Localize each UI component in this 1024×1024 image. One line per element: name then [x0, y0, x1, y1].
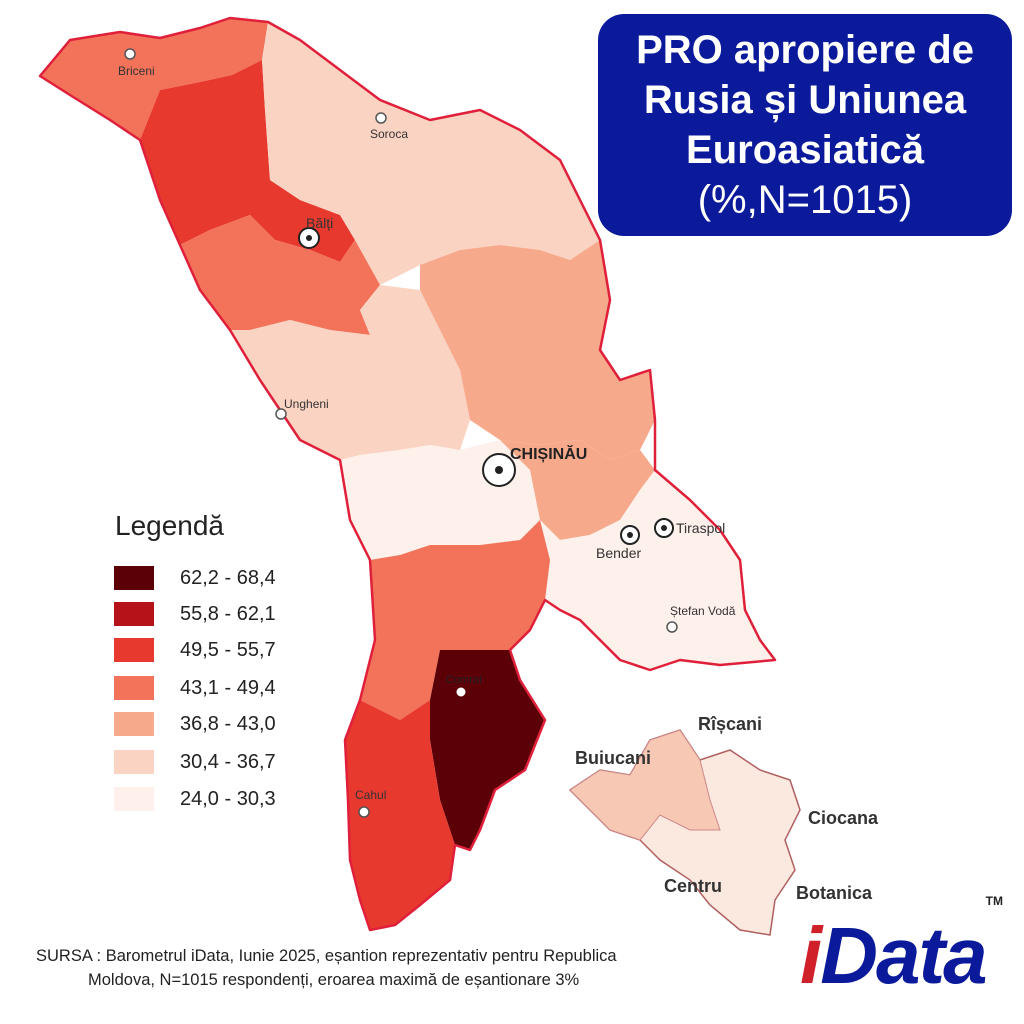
legend-item: 24,0 - 30,3: [114, 786, 276, 812]
sector-label-ciocana: Ciocana: [808, 808, 879, 828]
legend-label: 55,8 - 62,1: [180, 602, 276, 625]
title-box: PRO apropiere de Rusia și Uniunea Euroas…: [598, 14, 1012, 236]
city-marker-comrat: [456, 687, 466, 697]
legend-swatch: [114, 602, 154, 626]
region-anenii-noi[interactable]: [500, 440, 655, 540]
legend-swatch: [114, 638, 154, 662]
logo-tm: TM: [985, 894, 1003, 909]
logo-i: i: [800, 911, 822, 1000]
legend-item: 36,8 - 43,0: [114, 711, 276, 737]
city-label-ungheni: Ungheni: [284, 397, 329, 411]
legend-swatch: [114, 676, 154, 700]
source-line-1: SURSA : Barometrul iData, Iunie 2025, eș…: [36, 947, 617, 965]
city-label-comrat: Comrat: [446, 674, 482, 686]
legend-item: 55,8 - 62,1: [114, 601, 276, 627]
logo-data: Data: [820, 911, 987, 1000]
legend-label: 36,8 - 43,0: [180, 712, 276, 735]
region-south-central[interactable]: [360, 520, 550, 720]
inset-buiucani: [569, 729, 721, 841]
source-note: SURSA : Barometrul iData, Iunie 2025, eș…: [36, 944, 756, 992]
region-soroca[interactable]: [262, 22, 600, 285]
city-marker-chisinau: [482, 453, 516, 487]
city-label-stefan-voda: Ștefan Vodă: [670, 604, 736, 618]
city-label-soroca: Soroca: [370, 127, 408, 141]
sector-label-centru: Centru: [664, 876, 722, 896]
region-central-north[interactable]: [180, 215, 380, 335]
region-north-red[interactable]: [140, 60, 355, 262]
legend-title: Legendă: [115, 510, 225, 541]
city-label-briceni: Briceni: [118, 64, 155, 78]
title-line-1: PRO apropiere de: [636, 28, 974, 72]
legend-item: 49,5 - 55,7: [114, 637, 276, 663]
sector-label-buiucani: Buiucani: [575, 748, 651, 768]
city-marker-soroca: [375, 112, 387, 124]
legend-swatch: [114, 566, 154, 590]
city-marker-briceni: [124, 48, 136, 60]
legend-swatch: [114, 750, 154, 774]
legend-swatch: [114, 712, 154, 736]
legend-item: 30,4 - 36,7: [114, 749, 276, 775]
region-cahul[interactable]: [345, 700, 455, 930]
title-line-3: Euroasiatică: [686, 128, 924, 172]
region-gagauzia[interactable]: [430, 650, 545, 850]
city-label-chisinau: CHIȘINĂU: [510, 444, 587, 463]
city-label-balti: Bălți: [306, 215, 333, 231]
city-marker-cahul: [358, 806, 370, 818]
region-south-east[interactable]: [540, 470, 775, 670]
source-line-2: Moldova, N=1015 respondenți, eroarea max…: [88, 971, 580, 989]
city-marker-stefan-voda: [666, 621, 678, 633]
region-orhei[interactable]: [420, 240, 655, 460]
legend-label: 43,1 - 49,4: [180, 676, 276, 699]
legend-label: 62,2 - 68,4: [180, 566, 276, 589]
region-ungheni[interactable]: [230, 285, 470, 460]
legend-label: 49,5 - 55,7: [180, 638, 276, 661]
legend-item: 43,1 - 49,4: [114, 675, 276, 701]
legend-swatch: [114, 787, 154, 811]
sector-label-riscani: Rîșcani: [698, 714, 762, 734]
city-marker-bender: [620, 525, 640, 545]
region-briceni[interactable]: [40, 18, 268, 140]
city-label-cahul: Cahul: [355, 788, 386, 802]
city-marker-balti: [298, 227, 320, 249]
title-line-2: Rusia și Uniunea: [643, 78, 967, 122]
legend-label: 24,0 - 30,3: [180, 787, 276, 810]
legend-label: 30,4 - 36,7: [180, 750, 276, 773]
city-label-bender: Bender: [596, 545, 641, 561]
city-marker-ungheni: [275, 408, 287, 420]
sector-label-botanica: Botanica: [796, 883, 873, 903]
legend-item: 62,2 - 68,4: [114, 565, 276, 591]
city-marker-tiraspol: [654, 518, 674, 538]
idata-logo: iData TM: [800, 894, 1003, 1002]
title-line-4: (%,N=1015): [697, 178, 913, 222]
city-label-tiraspol: Tiraspol: [676, 520, 725, 536]
